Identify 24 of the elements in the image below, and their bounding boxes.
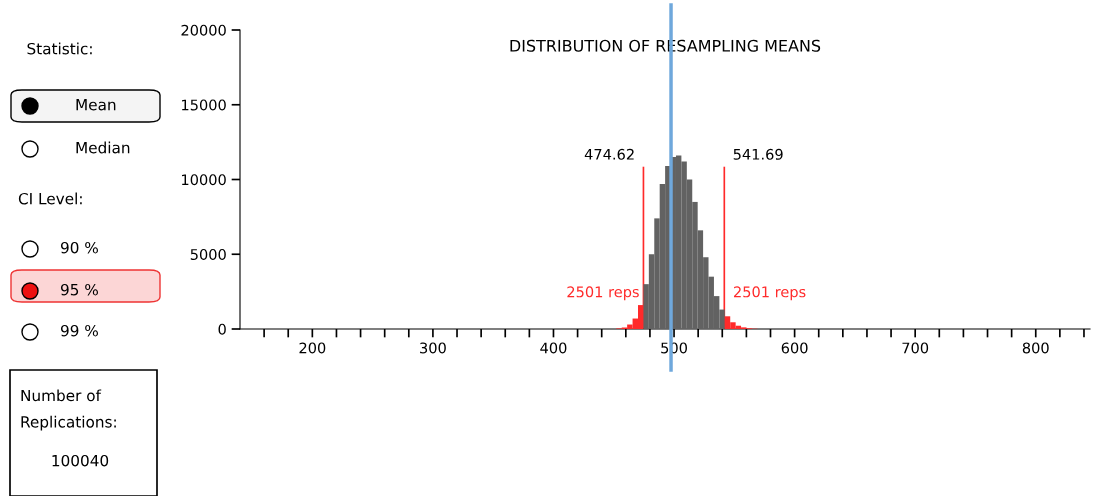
x-tick-label: 200 xyxy=(299,342,326,354)
x-tick-label: 800 xyxy=(1022,342,1049,354)
annotation: 2501 reps xyxy=(567,286,639,301)
x-tick-label: 300 xyxy=(420,342,446,354)
y-tick-label: 5000 xyxy=(190,248,226,260)
text: 99 % xyxy=(60,324,98,337)
ref-line-label: 541.69 xyxy=(733,148,783,160)
text: Statistic: xyxy=(27,42,92,55)
text: Number of Replications: xyxy=(21,389,116,431)
annotation: 2501 reps xyxy=(734,286,806,301)
text: 90 % xyxy=(60,241,98,254)
text: CI Level: xyxy=(18,192,82,205)
x-tick-label: 700 xyxy=(902,342,929,354)
text: 100040 xyxy=(52,454,109,467)
y-tick-label: 20000 xyxy=(181,24,226,36)
text: Mean xyxy=(76,99,116,111)
x-tick-label: 600 xyxy=(781,342,808,354)
ref-line-label: 474.62 xyxy=(584,148,634,160)
y-tick-label: 15000 xyxy=(182,99,226,111)
text: Median xyxy=(76,141,130,154)
x-tick-label: 400 xyxy=(540,342,567,354)
y-tick-label: 10000 xyxy=(182,174,226,186)
text: 95 % xyxy=(60,283,98,296)
y-tick-label: 0 xyxy=(218,323,226,335)
